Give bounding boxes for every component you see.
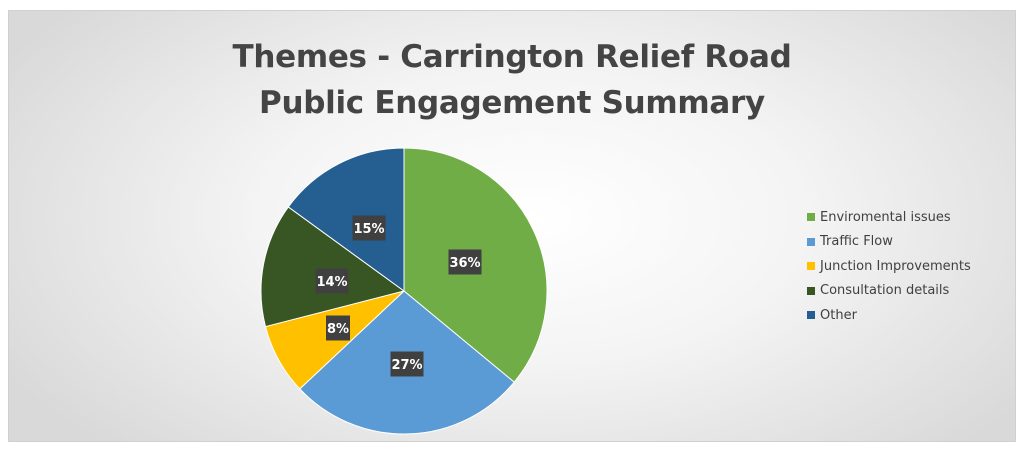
- legend-label: Other: [820, 307, 857, 323]
- data-label-text: 8%: [327, 322, 349, 337]
- chart-title: Themes - Carrington Relief Road Public E…: [9, 34, 1015, 126]
- pie-slice-other: [287, 147, 405, 292]
- data-label: 14%: [315, 268, 349, 294]
- data-label-text: 15%: [353, 222, 384, 237]
- chart-title-line2: Public Engagement Summary: [259, 85, 765, 121]
- data-label: 15%: [352, 215, 386, 241]
- legend-swatch: [807, 262, 815, 271]
- data-label: 8%: [326, 315, 350, 341]
- legend-item-junction-improvements: Junction Improvements: [807, 254, 971, 279]
- legend-label: Junction Improvements: [820, 258, 971, 274]
- pie-slice-consultation-details: [260, 206, 406, 328]
- data-label-text: 36%: [449, 256, 480, 271]
- legend-label: Consultation details: [820, 283, 950, 299]
- legend-item-enviromental-issues: Enviromental issues: [807, 205, 971, 230]
- legend-item-other: Other: [807, 303, 971, 328]
- data-label-box: [448, 249, 482, 275]
- legend-item-consultation-details: Consultation details: [807, 279, 971, 304]
- legend-swatch: [807, 237, 815, 246]
- chart-title-line1: Themes - Carrington Relief Road: [232, 39, 792, 75]
- legend-item-traffic-flow: Traffic Flow: [807, 230, 971, 255]
- data-label: 27%: [390, 351, 424, 377]
- data-label-box: [315, 268, 349, 294]
- legend-swatch: [807, 213, 815, 222]
- chart-legend: Enviromental issues Traffic Flow Junctio…: [807, 205, 971, 328]
- data-label-text: 27%: [391, 358, 422, 373]
- legend-label: Enviromental issues: [820, 209, 951, 225]
- data-label-box: [326, 315, 350, 341]
- legend-label: Traffic Flow: [820, 234, 893, 250]
- data-label-text: 14%: [316, 275, 347, 290]
- data-label-box: [390, 351, 424, 377]
- data-label: 36%: [448, 249, 482, 275]
- legend-swatch: [807, 286, 815, 295]
- legend-swatch: [807, 311, 815, 320]
- data-label-box: [352, 215, 386, 241]
